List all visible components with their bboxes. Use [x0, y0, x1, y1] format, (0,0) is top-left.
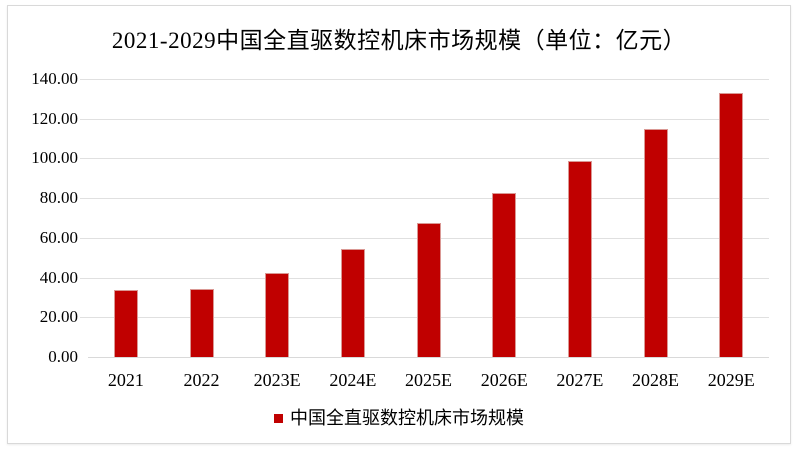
x-axis-label: 2021 [107, 370, 144, 390]
bar-series [88, 79, 769, 357]
bar-2028E [643, 129, 668, 357]
x-axis-label: 2024E [329, 370, 377, 390]
bar-2029E [719, 93, 744, 357]
chart-frame: 2021-2029中国全直驱数控机床市场规模（单位：亿元） 0.00 20.00 4… [7, 5, 791, 444]
bar-2024E [340, 249, 365, 357]
gridline [80, 79, 769, 80]
bar-column [466, 79, 542, 357]
bar-column [88, 79, 164, 357]
x-axis-label: 2025E [405, 370, 453, 390]
bar-2021 [113, 290, 138, 357]
bar-2026E [492, 193, 517, 357]
y-axis-tick-label: 140.00 [31, 69, 78, 88]
bar-column [542, 79, 618, 357]
gridline [80, 119, 769, 120]
bar-2022 [189, 289, 214, 357]
bar-column [164, 79, 240, 357]
x-axis-label: 2022 [183, 370, 220, 390]
x-axis-label: 2028E [632, 370, 680, 390]
legend: 中国全直驱数控机床市场规模 [8, 405, 790, 431]
bar-column [693, 79, 769, 357]
bar-column [315, 79, 391, 357]
y-axis-tick-label: 60.00 [39, 228, 78, 247]
legend-marker-swatch [274, 413, 283, 423]
x-axis-label: 2029E [707, 370, 755, 390]
gridline [80, 158, 769, 159]
y-axis-labels: 0.00 20.00 40.00 60.00 80.00 100.00 120.00 140.… [8, 69, 78, 366]
y-axis-tick-label: 40.00 [39, 268, 78, 287]
y-axis-tick-label: 0.00 [48, 347, 78, 366]
x-axis-label: 2027E [556, 370, 604, 390]
bar-column [391, 79, 467, 357]
plot-area [80, 79, 769, 358]
y-axis-tick-label: 100.00 [31, 148, 78, 167]
legend-label: 中国全直驱数控机床市场规模 [290, 408, 524, 428]
bar-column [618, 79, 694, 357]
y-axis-tick-label: 120.00 [31, 109, 78, 128]
x-axis-label: 2023E [253, 370, 301, 390]
y-axis-tick-label: 80.00 [39, 188, 78, 207]
bar-column [239, 79, 315, 357]
gridline [80, 198, 769, 199]
chart-title: 2021-2029中国全直驱数控机床市场规模（单位：亿元） [111, 28, 687, 53]
bar-2027E [567, 161, 592, 357]
x-axis-labels: 2021 2022 2023E 2024E 2025E 2026E 2027E 2028E 20… [88, 367, 769, 393]
bar-2025E [416, 223, 441, 357]
y-axis-tick-label: 20.00 [39, 307, 78, 326]
bar-2023E [265, 273, 290, 357]
x-axis-label: 2026E [480, 370, 528, 390]
